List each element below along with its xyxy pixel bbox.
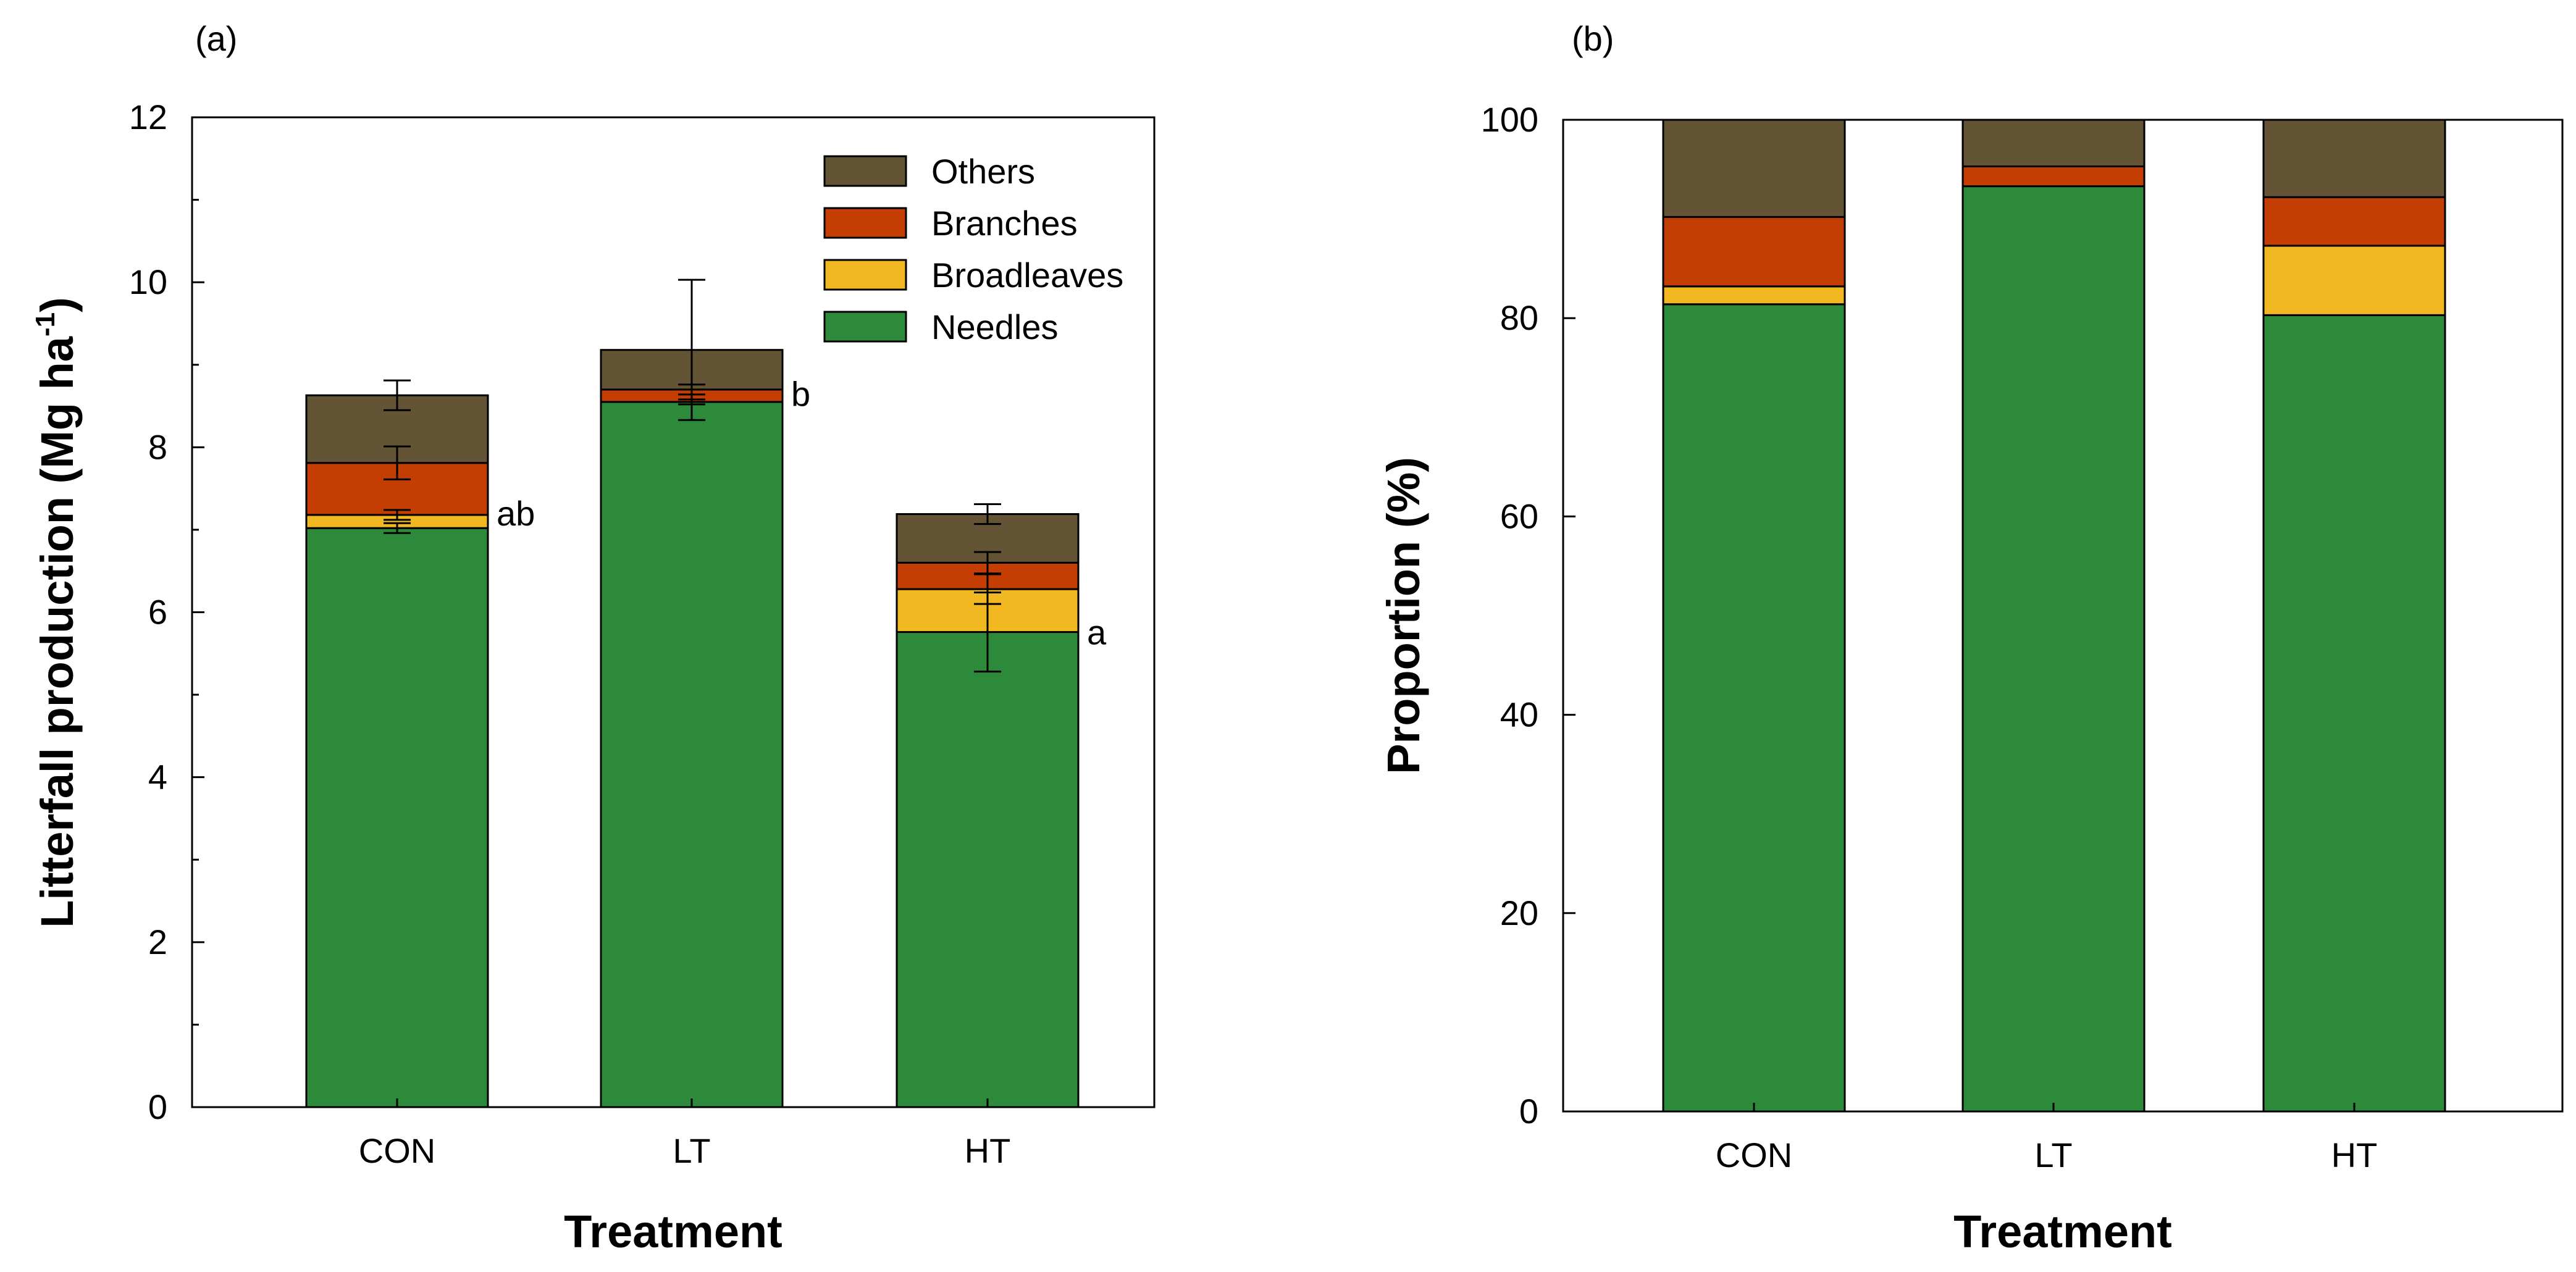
y-tick-label: 4 <box>148 758 167 797</box>
y-axis-title-superscript: -1 <box>30 312 61 337</box>
panel-a-x-ticks: CON LT HT <box>359 1098 1011 1170</box>
bar-ht-needles <box>896 631 1080 1108</box>
legend: Others Branches Broadleaves Needles <box>823 152 1123 346</box>
y-tick-label: 10 <box>129 262 167 301</box>
bar-ht-broadleaves <box>2262 245 2446 316</box>
panel-b-x-ticks: CON LT HT <box>1716 1103 2378 1174</box>
x-tick-label-lt: LT <box>2034 1136 2072 1174</box>
panel-a-label: (a) <box>195 19 237 58</box>
panel-b-bars <box>1662 119 2446 1113</box>
panel-b: (b) 0 20 40 60 80 100 CON LT HT Treatment Propo… <box>1378 19 2564 1257</box>
bar-con-needles <box>305 527 489 1108</box>
legend-swatch-others <box>823 155 907 187</box>
panel-b-label: (b) <box>1572 19 1614 58</box>
panel-b-x-axis-title: Treatment <box>1953 1206 2172 1257</box>
y-tick-label: 40 <box>1500 695 1538 734</box>
legend-label-broadleaves: Broadleaves <box>931 256 1123 295</box>
y-tick-label: 0 <box>1519 1092 1538 1131</box>
bar-ht-others <box>2262 119 2446 198</box>
legend-label-needles: Needles <box>931 308 1058 346</box>
x-tick-label-ht: HT <box>965 1131 1011 1170</box>
bar-lt-branches <box>1961 165 2146 188</box>
legend-label-branches: Branches <box>931 204 1078 243</box>
bar-ht-branches <box>2262 196 2446 247</box>
bar-lt-others <box>1961 119 2146 167</box>
panel-a-plot-frame <box>191 116 1156 1108</box>
y-tick-label: 80 <box>1500 298 1538 337</box>
panel-a-bars <box>305 349 1080 1108</box>
legend-label-others: Others <box>931 152 1035 191</box>
x-tick-label-con: CON <box>1716 1136 1792 1174</box>
y-tick-label: 20 <box>1500 893 1538 932</box>
y-axis-title-main: Litterfall production (Mg ha <box>31 336 83 928</box>
y-tick-label: 2 <box>148 923 167 961</box>
y-axis-title-close: ) <box>31 297 83 312</box>
panel-b-plot-frame <box>1562 119 2564 1113</box>
bar-con-others <box>1662 119 1846 218</box>
bar-ht-needles <box>2262 314 2446 1113</box>
panel-a-significance-letters: ab b a <box>497 375 1107 652</box>
bar-con-broadleaves <box>1662 285 1846 306</box>
bar-lt-needles <box>600 401 784 1108</box>
bar-con-branches <box>1662 215 1846 288</box>
y-tick-label: 6 <box>148 593 167 632</box>
legend-swatch-branches <box>823 207 907 239</box>
x-tick-label-ht: HT <box>2331 1136 2378 1174</box>
panel-a-error-bars <box>384 278 1001 673</box>
y-tick-label: 100 <box>1481 100 1538 139</box>
y-tick-label: 60 <box>1500 496 1538 535</box>
panel-a-y-ticks: 0 2 4 6 8 10 12 <box>129 98 204 1126</box>
panel-b-y-axis-title: Proportion (%) <box>1378 457 1429 774</box>
x-tick-label-lt: LT <box>673 1131 710 1170</box>
legend-swatch-needles <box>823 311 907 343</box>
panel-a: (a) 0 2 4 6 8 10 12 CON LT HT ab b a Others Branch… <box>30 19 1156 1257</box>
bar-lt-needles <box>1961 185 2146 1113</box>
significance-letter-ht: a <box>1087 613 1107 652</box>
panel-a-y-axis-title: Litterfall production (Mg ha-1) <box>30 297 83 928</box>
y-tick-label: 0 <box>148 1087 167 1126</box>
panel-a-x-axis-title: Treatment <box>564 1206 782 1257</box>
panel-b-y-ticks: 0 20 40 60 80 100 <box>1481 100 1575 1131</box>
legend-swatch-broadleaves <box>823 259 907 291</box>
y-tick-label: 8 <box>148 427 167 466</box>
bar-con-needles <box>1662 303 1846 1113</box>
x-tick-label-con: CON <box>359 1131 435 1170</box>
y-tick-label: 12 <box>129 98 167 136</box>
significance-letter-con: ab <box>497 494 535 533</box>
significance-letter-lt: b <box>791 375 810 414</box>
